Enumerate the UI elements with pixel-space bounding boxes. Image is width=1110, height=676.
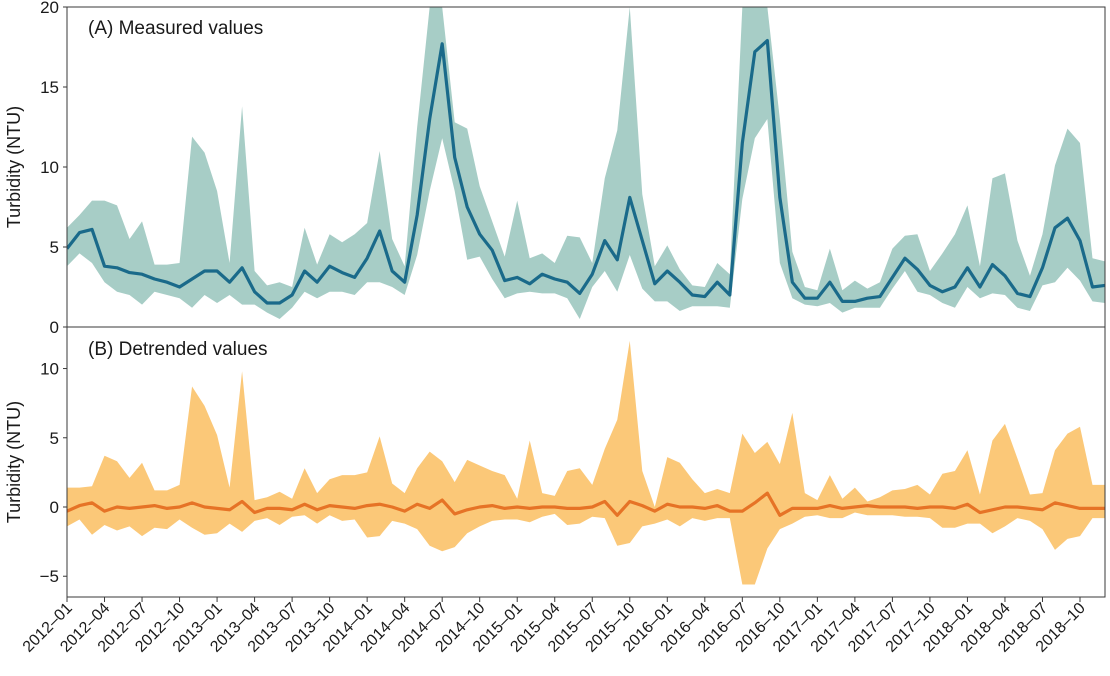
y-tick-label: 5	[50, 238, 59, 257]
y-axis-label: Turbidity (NTU)	[4, 401, 24, 523]
confidence-band	[67, 7, 1105, 319]
y-axis-label: Turbidity (NTU)	[4, 106, 24, 228]
confidence-band	[67, 341, 1105, 585]
y-tick-label: −5	[40, 567, 59, 586]
y-tick-label: 5	[50, 429, 59, 448]
x-axis: 2012–012012–042012–072012–102013–012013–…	[20, 597, 1089, 656]
y-tick-label: 0	[50, 318, 59, 337]
panel-title: (B) Detrended values	[88, 339, 268, 360]
y-tick-label: 0	[50, 498, 59, 517]
plot-area	[67, 341, 1105, 585]
panel-a-measured: 0 5 10 15 20 Turbidity (NTU) (A) Measured valu…	[4, 0, 1105, 337]
y-tick-label: 10	[40, 360, 59, 379]
y-tick-label: 10	[40, 158, 59, 177]
panel-title: (A) Measured values	[88, 18, 263, 39]
y-tick-label: 20	[40, 0, 59, 17]
panel-b-detrended: −5 0 5 10 Turbidity (NTU) (B) Detrended value…	[4, 327, 1105, 597]
y-tick-label: 15	[40, 78, 59, 97]
plot-area	[67, 7, 1105, 319]
